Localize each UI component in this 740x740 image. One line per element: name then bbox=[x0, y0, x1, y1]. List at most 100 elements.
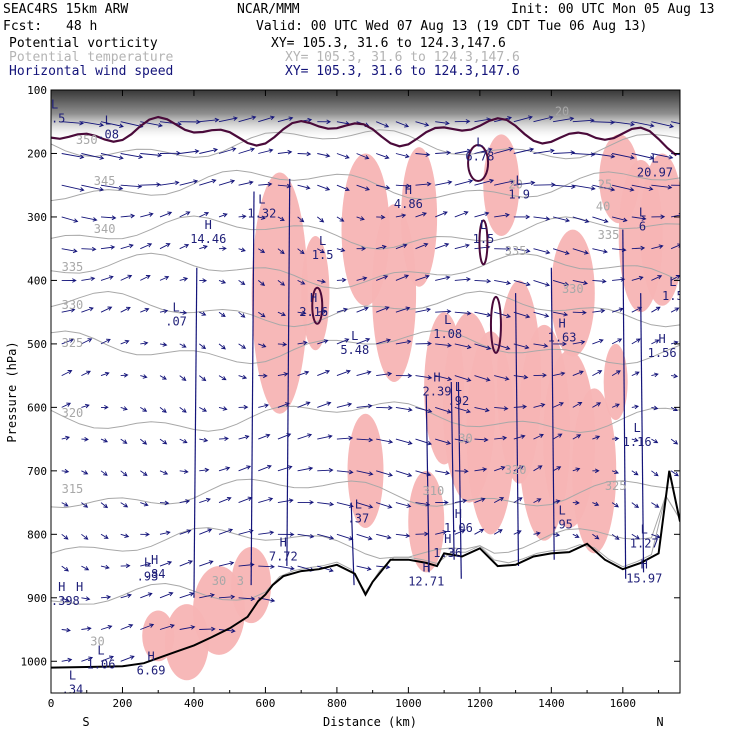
wind-vector bbox=[336, 469, 354, 475]
wind-vector bbox=[435, 343, 452, 348]
vertical-wind-streak bbox=[193, 267, 198, 598]
wind-vector bbox=[297, 248, 305, 255]
extremum-marker: L bbox=[319, 234, 326, 248]
wind-vector bbox=[199, 407, 208, 412]
wind-vector bbox=[120, 502, 129, 508]
wind-vector bbox=[356, 337, 371, 345]
extremum-value: 20.97 bbox=[637, 165, 673, 179]
wind-vector bbox=[493, 497, 505, 503]
wind-vector bbox=[218, 466, 231, 472]
wind-vector bbox=[81, 246, 97, 252]
wind-vector bbox=[671, 212, 680, 218]
theta-contour bbox=[51, 129, 680, 160]
wind-vector bbox=[317, 434, 333, 440]
wind-vector bbox=[336, 216, 345, 222]
wind-vector bbox=[376, 214, 386, 220]
wind-vector bbox=[533, 498, 542, 504]
wind-vector bbox=[100, 121, 124, 129]
wind-vector bbox=[159, 309, 169, 314]
wind-vector bbox=[611, 184, 635, 192]
wind-vector bbox=[533, 115, 554, 123]
extremum-marker: L bbox=[669, 275, 676, 289]
extremum-marker: L bbox=[258, 193, 265, 207]
wind-vector bbox=[297, 310, 307, 316]
wind-vector bbox=[356, 533, 373, 541]
plot-frame bbox=[50, 89, 681, 694]
updraft-shading bbox=[550, 229, 595, 357]
wind-vector bbox=[100, 533, 109, 539]
wind-vector bbox=[592, 533, 600, 540]
wind-vector bbox=[179, 375, 187, 381]
theta-label: 340 bbox=[94, 222, 116, 236]
vertical-wind-streak bbox=[425, 394, 430, 573]
wind-vector bbox=[572, 184, 596, 191]
wind-vector bbox=[238, 247, 246, 252]
wind-vector bbox=[336, 502, 354, 508]
wind-vector bbox=[238, 115, 257, 123]
wind-vector bbox=[179, 211, 191, 218]
wind-vector bbox=[553, 311, 569, 317]
wind-vector bbox=[140, 470, 148, 476]
extremum-marker: H bbox=[423, 561, 430, 575]
wind-vector bbox=[356, 403, 373, 409]
wind-vector bbox=[592, 153, 616, 159]
extremum-value: 1.5 bbox=[473, 232, 495, 246]
wind-vector bbox=[140, 341, 149, 346]
wind-vector bbox=[81, 216, 98, 222]
wind-vector bbox=[159, 470, 169, 475]
wind-vector bbox=[61, 435, 70, 441]
wind-vector bbox=[140, 307, 150, 313]
vertical-wind-streak bbox=[515, 293, 520, 567]
wind-vector bbox=[454, 179, 474, 186]
updraft-shading bbox=[164, 604, 209, 681]
wind-vector bbox=[533, 248, 551, 255]
wind-vector bbox=[474, 375, 491, 382]
wind-vector bbox=[179, 277, 189, 282]
wind-vector bbox=[356, 153, 370, 160]
wind-vector bbox=[81, 565, 90, 571]
wind-vector bbox=[631, 275, 644, 281]
wind-vector bbox=[140, 407, 148, 412]
wind-vector bbox=[277, 402, 290, 408]
extremum-marker: H bbox=[147, 650, 154, 664]
extremum-value: 1.16 bbox=[623, 435, 652, 449]
wind-vector bbox=[317, 369, 331, 377]
wind-vector bbox=[592, 308, 606, 314]
extremum-marker: H bbox=[641, 558, 648, 572]
wind-vector bbox=[159, 375, 167, 380]
wind-vector bbox=[100, 405, 109, 410]
wind-vector bbox=[120, 438, 128, 444]
wind-vector bbox=[100, 215, 117, 221]
wind-vector bbox=[277, 248, 285, 255]
wind-vector bbox=[238, 147, 255, 154]
wind-vector bbox=[277, 216, 285, 221]
extremum-marker: L bbox=[351, 329, 358, 343]
wind-vector bbox=[356, 246, 367, 251]
wind-vector bbox=[612, 247, 627, 253]
wind-vector bbox=[494, 246, 511, 252]
wind-vector bbox=[81, 153, 105, 160]
wind-vector bbox=[454, 211, 469, 218]
field-legend-pv-xy: XY= 105.3, 31.6 to 124.3,147.6 bbox=[271, 36, 506, 51]
wind-vector bbox=[415, 274, 430, 281]
wind-vector bbox=[100, 564, 110, 570]
wind-vector bbox=[120, 243, 134, 250]
wind-vector bbox=[651, 184, 673, 190]
wind-vector bbox=[179, 499, 191, 504]
wind-vector bbox=[552, 279, 570, 287]
wind-vector bbox=[494, 147, 514, 154]
wind-vector bbox=[395, 502, 412, 508]
wind-vector bbox=[671, 373, 679, 379]
extremum-marker: H bbox=[76, 580, 83, 594]
wind-vector bbox=[238, 343, 247, 349]
wind-vector bbox=[494, 435, 508, 441]
updraft-shading bbox=[347, 413, 384, 528]
x-tick-label: 1000 bbox=[395, 697, 422, 710]
wind-vector bbox=[238, 311, 246, 318]
wind-vector bbox=[61, 184, 85, 192]
wind-vector bbox=[592, 468, 600, 474]
wind-vector bbox=[572, 401, 583, 408]
theta-contour bbox=[51, 329, 680, 365]
wind-vector bbox=[474, 497, 486, 504]
